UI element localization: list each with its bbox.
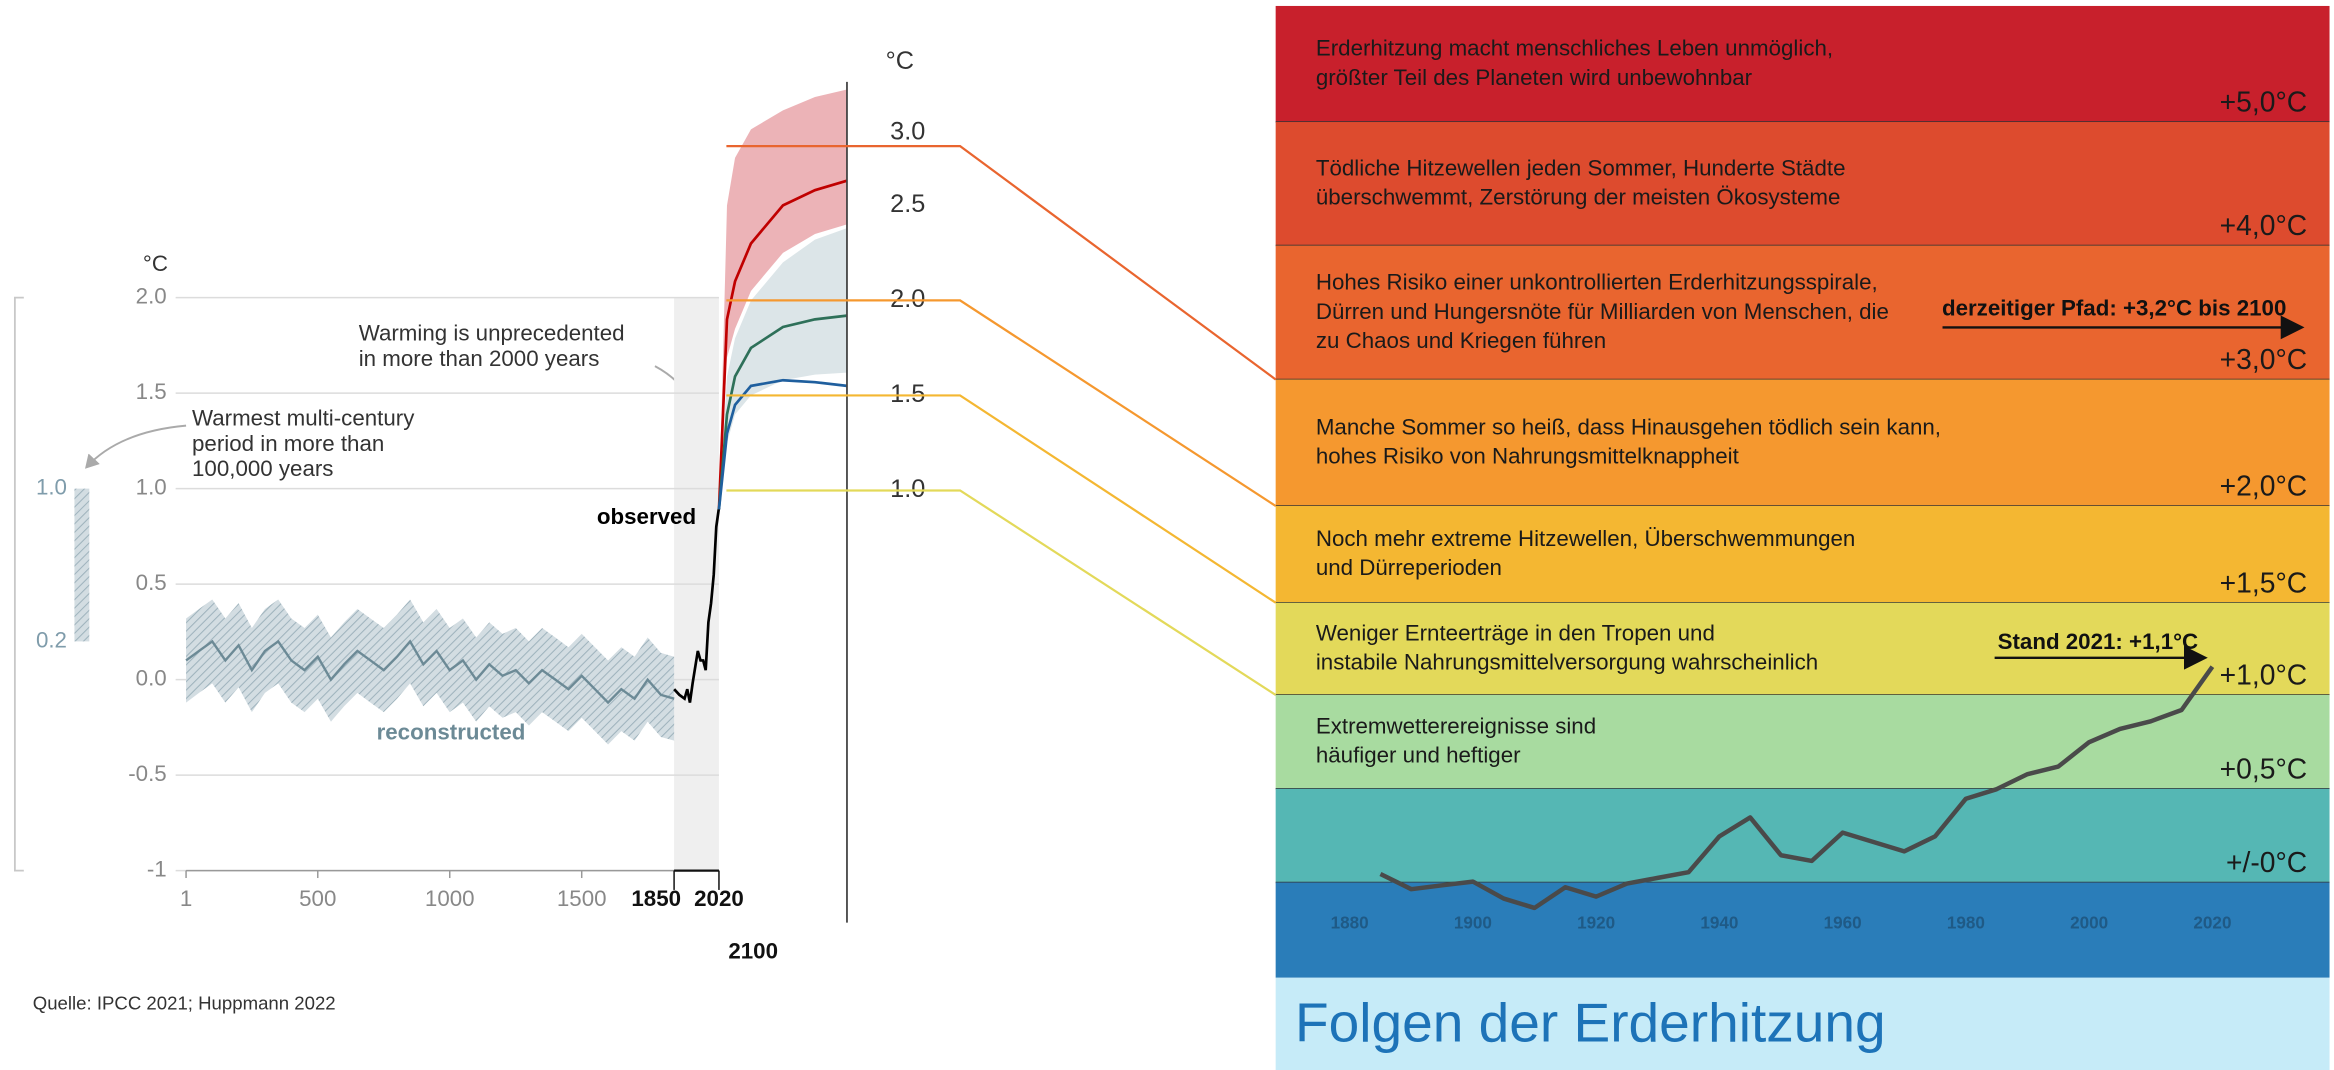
x-tick-label: 1880 xyxy=(1331,914,1369,933)
band-label: +1,0°C xyxy=(2220,659,2308,691)
band-label: +3,0°C xyxy=(2220,343,2308,375)
y-tick-label: 1.5 xyxy=(136,379,167,404)
band-text: Hohes Risiko einer unkontrollierten Erde… xyxy=(1316,270,1878,295)
bracket xyxy=(13,296,24,872)
x-tick-label: 1 xyxy=(180,886,192,911)
band-link xyxy=(726,299,1277,507)
band-text: Extremwetterereignisse sind xyxy=(1316,714,1596,739)
y2-tick-label: 1.0 xyxy=(890,475,925,503)
y2-tick-label: 2.0 xyxy=(890,285,925,313)
uncertainty-band xyxy=(186,599,675,745)
risk-band xyxy=(1275,379,2330,506)
source: Quelle: IPCC 2021; Huppmann 2022 xyxy=(33,992,336,1013)
y2-axis-label: °C xyxy=(886,47,914,75)
band-label: +2,0°C xyxy=(2220,470,2308,502)
warm-range-bar xyxy=(74,488,90,642)
series-line xyxy=(717,314,848,510)
risk-band xyxy=(1275,245,2330,380)
band-label: +0,5°C xyxy=(2220,752,2308,784)
x-tick-label: 1900 xyxy=(1454,914,1492,933)
title-band xyxy=(1275,977,2330,1070)
band-link xyxy=(726,144,1277,381)
annotation: period in more than xyxy=(192,431,384,456)
x-tick-label: 1960 xyxy=(1824,914,1862,933)
band-text: instabile Nahrungsmittelversorgung wahrs… xyxy=(1316,650,1818,675)
band-text: Erderhitzung macht menschliches Leben un… xyxy=(1316,36,1833,61)
y2-tick-label: 3.0 xyxy=(890,117,925,145)
annotation: Warming is unprecedented xyxy=(359,321,625,346)
x-tick-label: 2020 xyxy=(2193,914,2231,933)
band-label: +5,0°C xyxy=(2220,86,2308,118)
risk-band xyxy=(1275,694,2330,789)
band-label: +4,0°C xyxy=(2220,209,2308,241)
band-label: +1,5°C xyxy=(2220,566,2308,598)
annotation: Warmest multi-century xyxy=(192,406,415,431)
band-text: Weniger Ernteerträge in den Tropen und xyxy=(1316,621,1715,646)
x-tick-label: 2020 xyxy=(694,886,744,911)
band-text: Manche Sommer so heiß, dass Hinausgehen … xyxy=(1316,414,1941,439)
risk-band xyxy=(1275,788,2330,883)
x-tick-label: 2000 xyxy=(2070,914,2108,933)
title: Folgen der Erderhitzung xyxy=(1295,991,1886,1053)
annotation: Stand 2021: +1,1°C xyxy=(1998,629,2199,654)
y-tick-label: -0.5 xyxy=(128,761,166,786)
series-line xyxy=(673,507,721,703)
band-text: Tödliche Hitzewellen jeden Sommer, Hunde… xyxy=(1316,156,1846,181)
band-text: Dürren und Hungersnöte für Milliarden vo… xyxy=(1316,299,1889,324)
x-tick-label: 2100 xyxy=(728,938,778,963)
range-label: 1.0 xyxy=(36,475,67,500)
band-text: häufiger und heftiger xyxy=(1316,743,1521,768)
series-line xyxy=(185,639,675,705)
annotation-arrow xyxy=(85,424,187,469)
range-label: 0.2 xyxy=(36,627,67,652)
band-link xyxy=(726,489,1277,696)
annotation: in more than 2000 years xyxy=(359,346,600,371)
y2-tick-label: 2.5 xyxy=(890,190,925,218)
annotation: 100,000 years xyxy=(192,456,333,481)
y-tick-label: 1.0 xyxy=(136,475,167,500)
series-line xyxy=(717,179,848,510)
temperature-line xyxy=(1379,665,2215,911)
x-tick-label: 1940 xyxy=(1700,914,1738,933)
series-label: observed xyxy=(597,504,696,529)
band-label: +/-0°C xyxy=(2226,846,2307,878)
x-tick-label: 1850 xyxy=(631,886,681,911)
x-tick-label: 1500 xyxy=(557,886,607,911)
y-tick-label: 0.0 xyxy=(136,665,167,690)
y-tick-label: -1 xyxy=(147,856,167,881)
uncertainty-band xyxy=(718,228,847,510)
risk-band xyxy=(1275,5,2330,123)
x-tick-label: 1980 xyxy=(1947,914,1985,933)
band-text: und Dürreperioden xyxy=(1316,555,1502,580)
y-tick-label: 0.5 xyxy=(136,570,167,595)
x-tick-label: 500 xyxy=(299,886,336,911)
x-tick-label: 1920 xyxy=(1577,914,1615,933)
band-link xyxy=(726,394,1277,604)
risk-band xyxy=(1275,122,2330,246)
band-text: überschwemmt, Zerstörung der meisten Öko… xyxy=(1316,185,1841,210)
series-line xyxy=(717,378,848,510)
axis-band xyxy=(1275,882,2330,978)
band-text: hohes Risiko von Nahrungsmittelknappheit xyxy=(1316,444,1740,469)
uncertainty-band xyxy=(718,89,847,510)
band-text: zu Chaos und Kriegen führen xyxy=(1316,328,1606,353)
y-tick-label: 2.0 xyxy=(136,284,167,309)
x-tick-label: 1000 xyxy=(425,886,475,911)
band-text: größter Teil des Planeten wird unbewohnb… xyxy=(1316,65,1753,90)
risk-band xyxy=(1275,602,2330,695)
series-label: reconstructed xyxy=(377,720,526,745)
y2-tick-label: 1.5 xyxy=(890,380,925,408)
annotation: derzeitiger Pfad: +3,2°C bis 2100 xyxy=(1942,295,2286,320)
risk-band xyxy=(1275,505,2330,603)
y-axis-label: °C xyxy=(143,251,168,276)
band-text: Noch mehr extreme Hitzewellen, Überschwe… xyxy=(1316,526,1855,551)
